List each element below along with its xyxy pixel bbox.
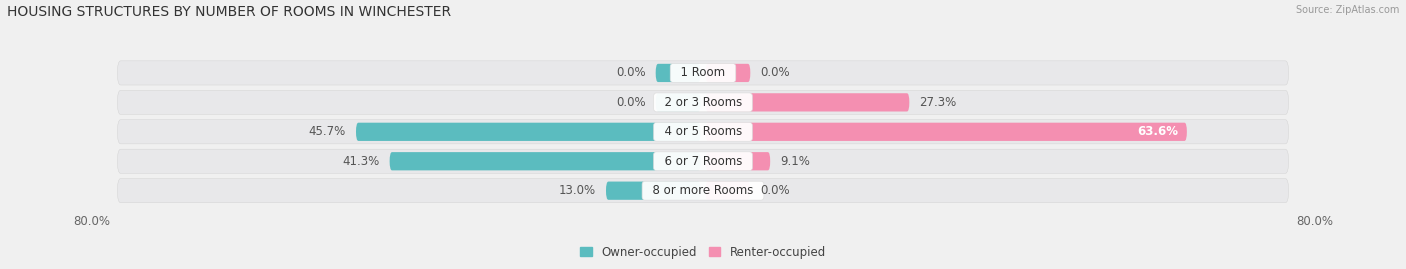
FancyBboxPatch shape — [655, 64, 700, 82]
Text: 27.3%: 27.3% — [920, 96, 956, 109]
Text: 41.3%: 41.3% — [343, 155, 380, 168]
Text: 63.6%: 63.6% — [1137, 125, 1178, 138]
Text: 2 or 3 Rooms: 2 or 3 Rooms — [657, 96, 749, 109]
FancyBboxPatch shape — [706, 123, 1187, 141]
Text: 9.1%: 9.1% — [780, 155, 810, 168]
Text: 8 or more Rooms: 8 or more Rooms — [645, 184, 761, 197]
Text: 0.0%: 0.0% — [761, 66, 790, 79]
FancyBboxPatch shape — [706, 182, 751, 200]
Text: HOUSING STRUCTURES BY NUMBER OF ROOMS IN WINCHESTER: HOUSING STRUCTURES BY NUMBER OF ROOMS IN… — [7, 5, 451, 19]
FancyBboxPatch shape — [706, 152, 770, 170]
Text: 4 or 5 Rooms: 4 or 5 Rooms — [657, 125, 749, 138]
Text: 0.0%: 0.0% — [616, 66, 645, 79]
FancyBboxPatch shape — [118, 61, 1288, 85]
Text: Source: ZipAtlas.com: Source: ZipAtlas.com — [1295, 5, 1399, 15]
FancyBboxPatch shape — [706, 64, 751, 82]
Text: 0.0%: 0.0% — [616, 96, 645, 109]
Text: 0.0%: 0.0% — [761, 184, 790, 197]
FancyBboxPatch shape — [118, 120, 1288, 144]
FancyBboxPatch shape — [389, 152, 700, 170]
FancyBboxPatch shape — [655, 93, 700, 111]
FancyBboxPatch shape — [118, 149, 1288, 173]
FancyBboxPatch shape — [118, 90, 1288, 114]
FancyBboxPatch shape — [706, 93, 910, 111]
FancyBboxPatch shape — [356, 123, 700, 141]
Legend: Owner-occupied, Renter-occupied: Owner-occupied, Renter-occupied — [579, 246, 827, 259]
Text: 1 Room: 1 Room — [673, 66, 733, 79]
FancyBboxPatch shape — [606, 182, 700, 200]
Text: 45.7%: 45.7% — [309, 125, 346, 138]
FancyBboxPatch shape — [118, 179, 1288, 203]
Text: 13.0%: 13.0% — [558, 184, 596, 197]
Text: 6 or 7 Rooms: 6 or 7 Rooms — [657, 155, 749, 168]
